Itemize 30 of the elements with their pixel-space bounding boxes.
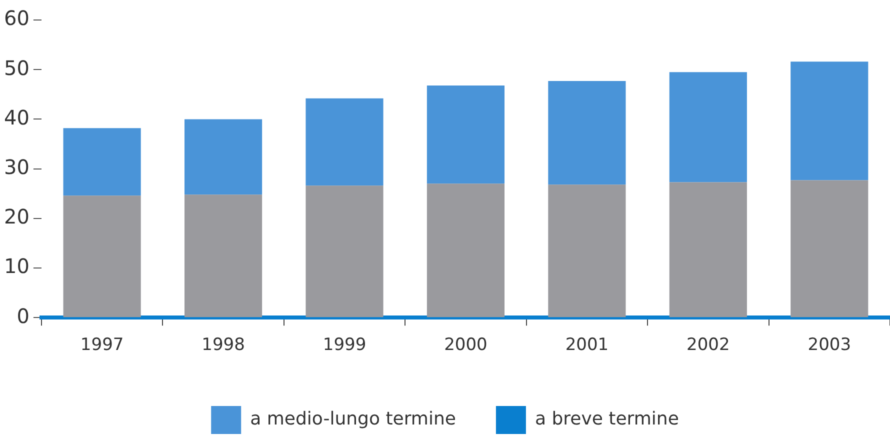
y-tick-label: 30 — [4, 155, 30, 180]
bar — [306, 186, 384, 318]
y-tick-label: 50 — [4, 56, 30, 80]
bar — [548, 81, 626, 185]
bar — [548, 184, 626, 318]
bar — [426, 85, 505, 184]
legend-label: a breve termine — [534, 408, 679, 430]
x-tick-label: 2000 — [444, 335, 488, 356]
x-tick-label: 1998 — [202, 335, 245, 356]
y-tick-label: 0 — [16, 304, 30, 328]
bar — [426, 184, 505, 318]
legend-label: a medio-lungo termine — [250, 408, 456, 430]
y-tick-label: 20 — [4, 204, 30, 229]
x-tick-label: 2003 — [808, 335, 852, 356]
bar — [184, 119, 262, 195]
x-tick-label: 1999 — [322, 335, 366, 356]
bar — [669, 182, 747, 318]
y-tick-label: 10 — [4, 254, 30, 278]
bar — [790, 180, 868, 318]
bar — [669, 72, 747, 182]
bar — [63, 128, 141, 196]
x-tick-label: 1997 — [80, 335, 124, 356]
y-tick-label: 60 — [4, 6, 30, 30]
bar — [790, 62, 868, 180]
bar — [184, 194, 262, 318]
y-tick-label: 40 — [4, 105, 30, 130]
bar — [63, 196, 141, 318]
x-tick-label: 2001 — [565, 335, 609, 356]
bar — [306, 98, 384, 186]
x-tick-label: 2002 — [686, 335, 730, 356]
